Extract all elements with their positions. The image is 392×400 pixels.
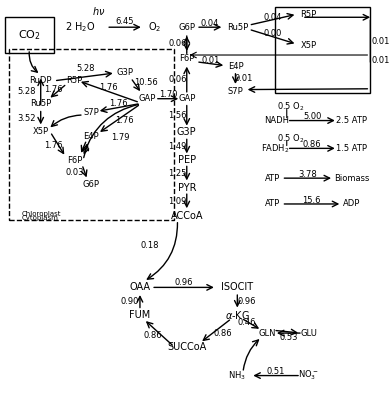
Text: 1.5 ATP: 1.5 ATP [336,144,367,153]
Text: E4P: E4P [228,62,243,72]
Text: 0.01: 0.01 [235,74,253,83]
Text: GLN: GLN [259,328,276,338]
Text: G3P: G3P [116,68,133,77]
Text: 1.76: 1.76 [99,84,118,92]
Text: Ru5P: Ru5P [30,99,51,108]
Text: ATP: ATP [265,174,281,183]
Text: 10.56: 10.56 [134,78,158,86]
Text: ACCoA: ACCoA [171,211,203,221]
Text: 0.04: 0.04 [201,19,219,28]
Text: 1.76: 1.76 [45,85,63,94]
Text: 0.5 O$_2$: 0.5 O$_2$ [277,100,305,113]
Text: NADH: NADH [264,116,289,125]
Bar [9,49,174,220]
Text: R5P: R5P [300,10,317,18]
Text: FADH$_2$: FADH$_2$ [261,142,289,155]
Text: 3.52: 3.52 [18,114,36,123]
Text: 0.46: 0.46 [238,318,256,327]
Text: NO$_3^-$: NO$_3^-$ [298,369,319,382]
Text: ADP: ADP [343,200,360,208]
Text: G6P: G6P [83,180,100,189]
Text: OAA: OAA [129,282,151,292]
Text: 0.86: 0.86 [303,140,321,149]
Text: S7P: S7P [83,108,99,117]
Text: GAP: GAP [178,94,196,103]
FancyBboxPatch shape [5,17,54,53]
Text: 0.5 O$_2$: 0.5 O$_2$ [277,132,305,145]
Text: RuDP: RuDP [29,76,52,85]
Text: $\alpha$-KG: $\alpha$-KG [225,309,250,321]
Text: 1.09: 1.09 [168,197,187,206]
Text: 0.51: 0.51 [266,367,285,376]
Text: 0.96: 0.96 [174,278,193,287]
Text: 5.00: 5.00 [303,112,321,122]
Text: 0.01: 0.01 [371,56,390,66]
Text: F6P: F6P [179,54,194,64]
Text: 1.25: 1.25 [168,169,187,178]
Text: 0.53: 0.53 [279,333,298,342]
Text: 0.18: 0.18 [140,241,158,250]
Text: Biomass: Biomass [334,174,369,183]
Text: 0.86: 0.86 [144,331,162,340]
Text: ATP: ATP [265,200,281,208]
Text: 0.90: 0.90 [121,297,139,306]
Text: 0.01: 0.01 [202,56,220,66]
Text: G6P: G6P [178,23,195,32]
Text: ISOCIT: ISOCIT [221,282,253,292]
Text: Cytoplasm: Cytoplasm [22,215,59,221]
Text: 1.49: 1.49 [168,142,187,151]
Text: PEP: PEP [178,155,196,165]
Text: $h\nu$: $h\nu$ [92,5,105,17]
Text: 5.28: 5.28 [18,87,36,96]
Text: O$_2$: O$_2$ [148,20,162,34]
Text: 0.00: 0.00 [264,30,282,38]
Text: 15.6: 15.6 [303,196,321,205]
Text: 3.78: 3.78 [298,170,317,179]
Bar [275,7,370,93]
Text: 1.70: 1.70 [159,90,177,99]
Text: GAP: GAP [139,94,156,103]
Text: G3P: G3P [177,128,196,138]
Text: PYR: PYR [178,183,196,193]
Text: 0.06: 0.06 [168,75,187,84]
Text: SUCCoA: SUCCoA [167,342,206,352]
Text: Ru5P: Ru5P [227,23,248,32]
Text: 0.06: 0.06 [168,39,187,48]
Text: 1.76: 1.76 [45,141,63,150]
Text: 0.86: 0.86 [213,329,232,338]
Text: Chloroplast: Chloroplast [22,212,62,218]
Text: GLU: GLU [300,328,317,338]
Text: 5.28: 5.28 [76,64,95,73]
Text: E4P: E4P [83,132,99,141]
Text: 1.79: 1.79 [111,133,130,142]
Text: 0.01: 0.01 [371,37,390,46]
Text: 1.76: 1.76 [115,116,134,125]
Text: S7P: S7P [228,87,243,96]
Text: 1.76: 1.76 [109,99,127,108]
Text: X5P: X5P [300,40,316,50]
Text: 0.04: 0.04 [264,13,282,22]
Text: 2 H$_2$O: 2 H$_2$O [65,20,95,34]
Text: FUM: FUM [129,310,151,320]
Text: 1.56: 1.56 [168,111,187,120]
Text: 0.96: 0.96 [238,297,256,306]
Text: CO$_2$: CO$_2$ [18,28,41,42]
Text: NH$_3$: NH$_3$ [229,369,246,382]
Text: R5P: R5P [66,76,83,85]
Text: 2.5 ATP: 2.5 ATP [336,116,367,125]
Text: 0.03: 0.03 [66,168,84,177]
Text: X5P: X5P [33,127,49,136]
Text: 6.45: 6.45 [116,17,134,26]
Text: F6P: F6P [67,156,82,165]
